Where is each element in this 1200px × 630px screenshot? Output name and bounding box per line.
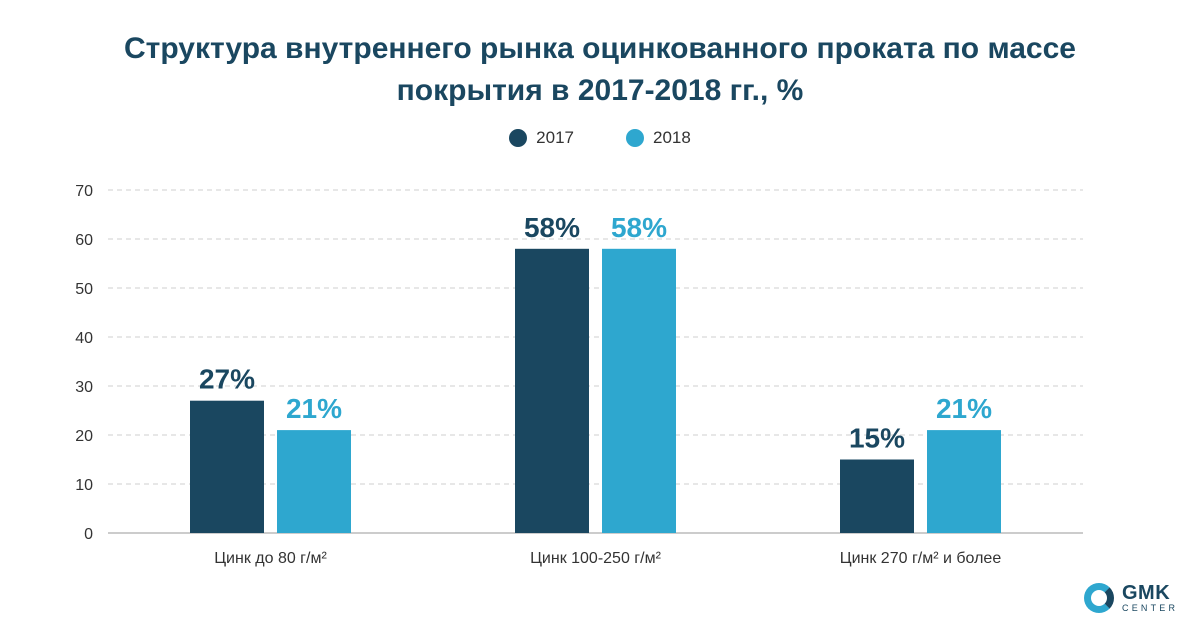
legend-label-2017: 2017: [536, 128, 574, 147]
y-tick-label-10: 10: [75, 477, 93, 494]
data-label-2018-0: 21%: [286, 393, 342, 424]
chart-title: Структура внутреннего рынка оцинкованног…: [0, 28, 1200, 112]
legend-item-2017: 2017: [509, 128, 574, 148]
y-tick-label-70: 70: [75, 183, 93, 200]
logo-ring-icon: [1084, 583, 1114, 613]
data-label-2017-2: 15%: [849, 423, 905, 454]
chart-legend: 2017 2018: [0, 128, 1200, 148]
legend-swatch-2018: [626, 129, 644, 147]
data-label-2018-2: 21%: [936, 393, 992, 424]
y-tick-label-40: 40: [75, 330, 93, 347]
bar-2018-2: [927, 430, 1001, 533]
chart-title-line-2: покрытия в 2017-2018 гг., %: [396, 74, 804, 107]
y-tick-label-60: 60: [75, 232, 93, 249]
data-label-2017-1: 58%: [524, 212, 580, 243]
bar-2017-0: [190, 400, 264, 533]
logo-name: GMK: [1122, 582, 1171, 604]
bar-2017-2: [840, 459, 914, 533]
gmk-center-logo: GMK CENTER: [1084, 578, 1194, 618]
legend-item-2018: 2018: [626, 128, 691, 148]
y-tick-label-0: 0: [84, 526, 93, 543]
bar-2018-1: [602, 248, 676, 534]
x-category-label-1: Цинк 100-250 г/м²: [530, 550, 662, 567]
y-tick-label-20: 20: [75, 428, 93, 445]
logo-subtitle: CENTER: [1122, 603, 1179, 613]
bar-2017-1: [515, 248, 589, 534]
legend-swatch-2017: [509, 129, 528, 147]
y-tick-label-50: 50: [75, 281, 93, 298]
y-tick-label-30: 30: [75, 379, 93, 396]
legend-label-2018: 2018: [653, 128, 691, 147]
x-category-label-2: Цинк 270 г/м² и более: [840, 550, 1002, 567]
data-label-2018-1: 58%: [611, 212, 667, 243]
data-label-2017-0: 27%: [199, 364, 255, 395]
bar-2018-0: [277, 430, 351, 533]
x-category-label-0: Цинк до 80 г/м²: [214, 550, 327, 567]
chart-title-line-1: Структура внутреннего рынка оцинкованног…: [124, 32, 1076, 65]
